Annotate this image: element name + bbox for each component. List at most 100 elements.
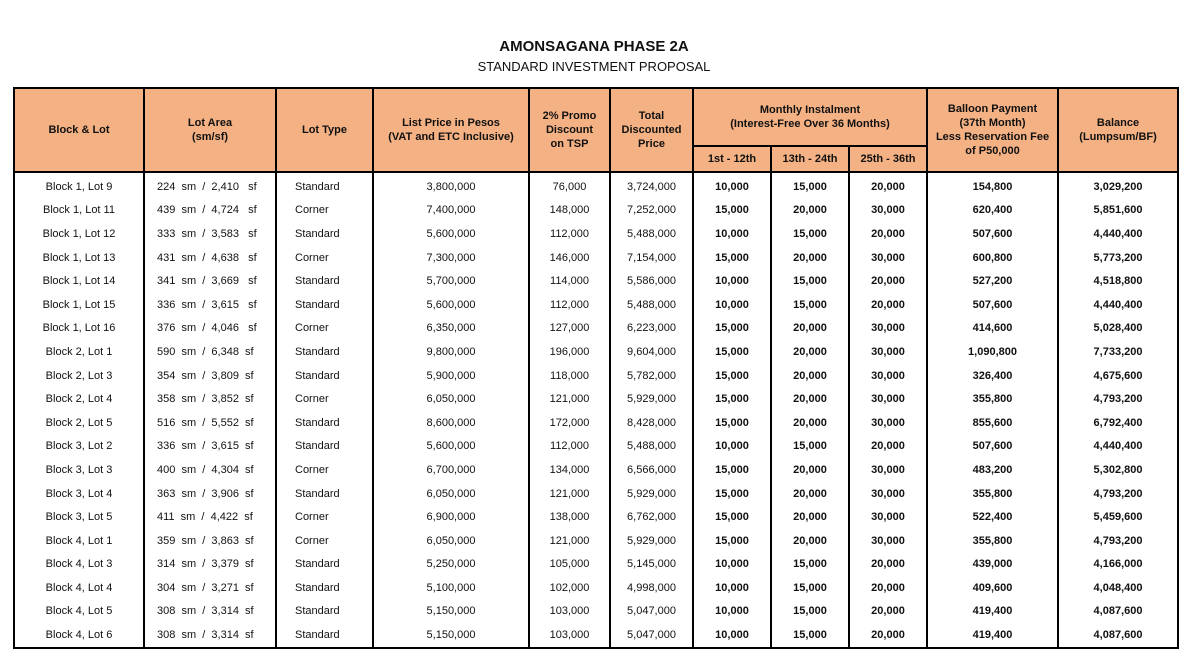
header-balloon-payment: Balloon Payment (37th Month) Less Reservat… <box>926 87 1060 173</box>
table-row: Block 3, Lot 4 363 sm / 3,906 sf Standard 6… <box>13 481 1180 506</box>
cell-lot-type: Corner <box>275 316 374 341</box>
cell-list-price: 5,250,000 <box>372 552 530 577</box>
cell-balance: 5,773,200 <box>1057 245 1180 270</box>
investment-table: Block & Lot Lot Area (sm/sf) Lot Type Lis… <box>13 87 1180 649</box>
cell-balloon-payment: 409,600 <box>926 576 1060 600</box>
cell-lot-type: Standard <box>275 172 374 199</box>
cell-balance: 4,518,800 <box>1057 269 1180 293</box>
table-row: Block 3, Lot 3 400 sm / 4,304 sf Corner 6,7… <box>13 458 1180 482</box>
table-row: Block 1, Lot 16 376 sm / 4,046 sf Corner 6,… <box>13 316 1180 341</box>
cell-total-discounted-price: 5,782,000 <box>609 363 694 388</box>
cell-total-discounted-price: 5,047,000 <box>609 599 694 624</box>
cell-list-price: 5,600,000 <box>372 222 530 246</box>
cell-balloon-payment: 326,400 <box>926 363 1060 388</box>
table-row: Block 1, Lot 9 224 sm / 2,410 sf Standard 3… <box>13 172 1180 199</box>
cell-list-price: 6,350,000 <box>372 316 530 341</box>
cell-instalment-1-12: 10,000 <box>692 552 772 577</box>
cell-list-price: 6,050,000 <box>372 481 530 506</box>
header-lot-area: Lot Area (sm/sf) <box>143 87 277 173</box>
cell-promo-discount: 112,000 <box>528 222 611 246</box>
cell-instalment-13-24: 15,000 <box>770 576 850 600</box>
cell-instalment-25-36: 30,000 <box>847 340 929 364</box>
cell-balance: 5,459,600 <box>1057 505 1180 529</box>
table-row: Block 4, Lot 1 359 sm / 3,863 sf Corner 6,0… <box>13 528 1180 553</box>
cell-total-discounted-price: 9,604,000 <box>609 340 694 364</box>
cell-balloon-payment: 483,200 <box>926 458 1060 482</box>
cell-list-price: 6,050,000 <box>372 528 530 553</box>
cell-list-price: 6,900,000 <box>372 505 530 529</box>
cell-lot-type: Standard <box>275 552 374 577</box>
table-row: Block 3, Lot 5 411 sm / 4,422 sf Corner 6,9… <box>13 505 1180 529</box>
cell-instalment-1-12: 10,000 <box>692 623 772 648</box>
cell-total-discounted-price: 5,488,000 <box>609 222 694 246</box>
cell-balance: 5,028,400 <box>1057 316 1180 341</box>
table-row: Block 2, Lot 5 516 sm / 5,552 sf Standard 8… <box>13 410 1180 435</box>
cell-block-lot: Block 2, Lot 4 <box>13 387 145 411</box>
cell-instalment-1-12: 15,000 <box>692 245 772 270</box>
cell-block-lot: Block 1, Lot 15 <box>13 292 145 317</box>
cell-lot-type: Standard <box>275 410 374 435</box>
table-row: Block 2, Lot 3 354 sm / 3,809 sf Standard 5… <box>13 363 1180 388</box>
table-row: Block 1, Lot 12 333 sm / 3,583 sf Standard… <box>13 222 1180 246</box>
cell-lot-area: 333 sm / 3,583 sf <box>143 222 277 246</box>
cell-balloon-payment: 522,400 <box>926 505 1060 529</box>
cell-balloon-payment: 355,800 <box>926 528 1060 553</box>
cell-list-price: 7,400,000 <box>372 198 530 223</box>
cell-instalment-13-24: 20,000 <box>770 410 850 435</box>
cell-lot-type: Corner <box>275 198 374 223</box>
cell-instalment-25-36: 20,000 <box>847 599 929 624</box>
cell-lot-type: Standard <box>275 292 374 317</box>
cell-instalment-13-24: 20,000 <box>770 245 850 270</box>
cell-instalment-13-24: 20,000 <box>770 505 850 529</box>
cell-balance: 5,851,600 <box>1057 198 1180 223</box>
cell-list-price: 5,600,000 <box>372 434 530 459</box>
cell-balance: 4,793,200 <box>1057 528 1180 553</box>
cell-balance: 4,440,400 <box>1057 292 1180 317</box>
cell-instalment-13-24: 20,000 <box>770 528 850 553</box>
cell-block-lot: Block 1, Lot 14 <box>13 269 145 293</box>
cell-instalment-25-36: 30,000 <box>847 481 929 506</box>
cell-instalment-13-24: 20,000 <box>770 481 850 506</box>
cell-balance: 4,440,400 <box>1057 434 1180 459</box>
cell-block-lot: Block 1, Lot 12 <box>13 222 145 246</box>
cell-balloon-payment: 419,400 <box>926 599 1060 624</box>
cell-lot-area: 224 sm / 2,410 sf <box>143 172 277 199</box>
cell-lot-area: 439 sm / 4,724 sf <box>143 198 277 223</box>
cell-promo-discount: 76,000 <box>528 172 611 199</box>
cell-list-price: 5,150,000 <box>372 623 530 648</box>
cell-block-lot: Block 1, Lot 16 <box>13 316 145 341</box>
cell-total-discounted-price: 5,488,000 <box>609 292 694 317</box>
cell-balloon-payment: 419,400 <box>926 623 1060 648</box>
cell-instalment-1-12: 10,000 <box>692 434 772 459</box>
cell-instalment-25-36: 30,000 <box>847 245 929 270</box>
cell-instalment-13-24: 15,000 <box>770 599 850 624</box>
cell-promo-discount: 121,000 <box>528 387 611 411</box>
cell-instalment-25-36: 30,000 <box>847 458 929 482</box>
cell-balance: 4,166,000 <box>1057 552 1180 577</box>
table-row: Block 4, Lot 5 308 sm / 3,314 sf Standard 5… <box>13 599 1180 624</box>
table-row: Block 1, Lot 13 431 sm / 4,638 sf Corner 7,… <box>13 245 1180 270</box>
cell-instalment-13-24: 20,000 <box>770 198 850 223</box>
cell-instalment-25-36: 30,000 <box>847 198 929 223</box>
cell-list-price: 3,800,000 <box>372 172 530 199</box>
cell-total-discounted-price: 5,929,000 <box>609 528 694 553</box>
cell-lot-area: 314 sm / 3,379 sf <box>143 552 277 577</box>
cell-lot-type: Standard <box>275 434 374 459</box>
cell-instalment-13-24: 15,000 <box>770 222 850 246</box>
table-row: Block 1, Lot 15 336 sm / 3,615 sf Standard… <box>13 292 1180 317</box>
cell-instalment-13-24: 20,000 <box>770 363 850 388</box>
cell-block-lot: Block 4, Lot 5 <box>13 599 145 624</box>
table-row: Block 4, Lot 4 304 sm / 3,271 sf Standard 5… <box>13 576 1180 600</box>
cell-total-discounted-price: 6,762,000 <box>609 505 694 529</box>
cell-promo-discount: 138,000 <box>528 505 611 529</box>
cell-balance: 6,792,400 <box>1057 410 1180 435</box>
cell-lot-type: Corner <box>275 245 374 270</box>
cell-promo-discount: 118,000 <box>528 363 611 388</box>
cell-lot-area: 590 sm / 6,348 sf <box>143 340 277 364</box>
cell-balloon-payment: 439,000 <box>926 552 1060 577</box>
cell-instalment-25-36: 30,000 <box>847 410 929 435</box>
cell-total-discounted-price: 6,566,000 <box>609 458 694 482</box>
cell-block-lot: Block 1, Lot 13 <box>13 245 145 270</box>
cell-promo-discount: 121,000 <box>528 528 611 553</box>
cell-instalment-13-24: 15,000 <box>770 172 850 199</box>
